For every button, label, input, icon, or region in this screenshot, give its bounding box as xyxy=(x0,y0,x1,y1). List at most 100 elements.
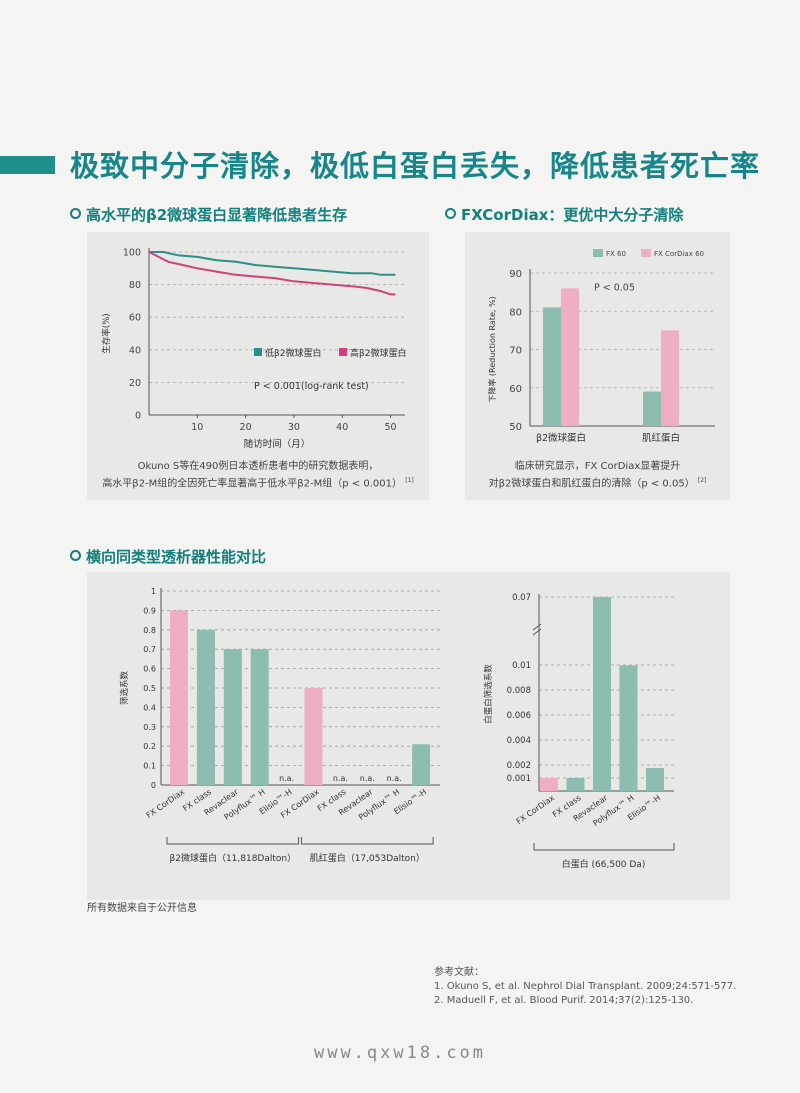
reduction-rate-bar-chart: 50 60 70 80 90 下降率 (Reduction Rate, %) β2微球蛋白 肌… xyxy=(487,249,715,444)
category-label: β2微球蛋白 xyxy=(536,432,586,444)
albumin-bar xyxy=(646,768,664,791)
group-bracket xyxy=(301,837,434,845)
legend-label: 高β2微球蛋白 xyxy=(350,347,406,359)
y-tick-label: 0.01 xyxy=(512,661,531,671)
section2-title-text: FXCorDiax：更优中大分子清除 xyxy=(461,206,684,224)
sieving-bar xyxy=(223,649,242,785)
x-tick-label: 20 xyxy=(240,422,252,433)
y-tick-label: 60 xyxy=(509,384,522,395)
section2-title: FXCorDiax：更优中大分子清除 xyxy=(445,204,683,225)
references-heading: 参考文献： xyxy=(434,967,484,978)
legend-swatch xyxy=(593,249,603,257)
legend-swatch xyxy=(339,348,347,356)
y-tick-label: 40 xyxy=(129,345,141,356)
bullet-circle-icon xyxy=(445,208,456,219)
na-label: n.a. xyxy=(387,774,402,783)
bar-fx60 xyxy=(643,391,661,426)
bullet-circle-icon xyxy=(70,208,81,219)
y-axis-label: 下降率 (Reduction Rate, %) xyxy=(487,296,497,402)
x-tick-label: 30 xyxy=(288,422,300,433)
legend-swatch xyxy=(641,249,651,257)
dialyzer-label: FX CorDiax xyxy=(515,793,557,826)
bar-fxcordiax60 xyxy=(561,288,579,426)
y-axis-label: 筛选系数 xyxy=(119,671,130,706)
bar-fxcordiax60 xyxy=(661,330,679,426)
y-tick-label: 0.006 xyxy=(507,711,531,721)
survival-line-chart: 0 20 40 60 80 100 10 20 30 40 50 随访时间（月） 生存率(%) 低β2微球… xyxy=(101,248,406,451)
watermark-text: www.qxw18.com xyxy=(313,1043,487,1063)
sieving-bar xyxy=(170,610,188,785)
sieving-bar xyxy=(304,688,323,785)
section1-caption-ref: [1] xyxy=(405,477,414,484)
pvalue-annotation: P < 0.05 xyxy=(594,282,635,293)
y-tick-label: 0.2 xyxy=(143,742,156,751)
y-tick-label: 0.3 xyxy=(143,723,156,732)
dialyzer-label: FX CorDiax xyxy=(145,787,187,820)
section1-title-text: 高水平的β2微球蛋白显著降低患者生存 xyxy=(86,206,348,224)
y-tick-label: 0.4 xyxy=(143,703,156,712)
data-source-note: 所有数据来自于公开信息 xyxy=(87,903,197,914)
section2-caption-ref: [2] xyxy=(697,477,707,484)
y-tick-label: 0.6 xyxy=(143,665,156,674)
section1-caption-line2: 高水平β2-M组的全因死亡率显著高于低水平β2-M组（p < 0.001） xyxy=(102,478,402,490)
albumin-bar xyxy=(593,597,611,791)
reference-item: 2. Maduell F, et al. Blood Purif. 2014;3… xyxy=(434,995,694,1006)
reduction-chart-panel: 50 60 70 80 90 下降率 (Reduction Rate, %) β2微球蛋白 肌… xyxy=(465,232,730,500)
bullet-circle-icon xyxy=(70,550,81,561)
sieving-bar xyxy=(250,649,269,785)
x-tick-label: 10 xyxy=(191,422,203,433)
legend-label: FX 60 xyxy=(606,250,626,258)
title-accent-bar xyxy=(0,156,55,174)
y-tick-label: 80 xyxy=(509,307,522,318)
section2-caption: 临床研究显示，FX CorDiax显著提升 对β2微球蛋白和肌红蛋白的清除（p … xyxy=(465,460,730,491)
legend-label: 低β2微球蛋白 xyxy=(265,347,321,359)
section2-caption-line1: 临床研究显示，FX CorDiax显著提升 xyxy=(514,461,681,472)
x-axis-label: 随访时间（月） xyxy=(244,438,311,450)
y-tick-label: 0.002 xyxy=(507,761,531,771)
y-axis-label: 白蛋白筛选系数 xyxy=(483,664,494,724)
x-tick-label: 40 xyxy=(336,422,348,433)
group-label: 肌红蛋白（17,053Dalton） xyxy=(310,852,425,864)
y-tick-label: 50 xyxy=(509,422,522,433)
bar-fx60 xyxy=(543,307,561,426)
na-label: n.a. xyxy=(279,774,294,783)
pvalue-annotation: P < 0.001(log-rank test) xyxy=(254,381,369,392)
sieving-bar xyxy=(412,744,431,785)
section3-title-text: 横向同类型透析器性能对比 xyxy=(86,548,267,566)
comparison-bar-charts: 0 0.1 0.2 0.3 0.4 0.5 0.6 0.7 0.8 0.9 1 筛选系数 FX CorD… xyxy=(119,587,675,870)
section2-caption-line2: 对β2微球蛋白和肌红蛋白的清除（p < 0.05） xyxy=(488,478,695,490)
y-tick-label: 0.1 xyxy=(143,762,156,771)
albumin-bar xyxy=(540,778,558,791)
y-tick-label: 0.7 xyxy=(143,645,156,654)
y-tick-label: 60 xyxy=(129,313,141,324)
y-tick-label: 100 xyxy=(123,248,141,259)
y-tick-label: 80 xyxy=(129,280,141,291)
section1-caption-line1: Okuno S等在490例日本透析患者中的研究数据表明， xyxy=(137,461,379,472)
na-label: n.a. xyxy=(333,774,348,783)
y-tick-label: 0.001 xyxy=(507,774,531,784)
albumin-bar xyxy=(566,778,585,791)
y-tick-label: 0 xyxy=(151,781,156,790)
low-b2m-survival-line xyxy=(149,251,396,276)
group-label: β2微球蛋白（11,818Dalton） xyxy=(169,852,296,864)
group-bracket xyxy=(533,843,675,851)
sieving-bar xyxy=(196,629,215,785)
y-tick-label: 0.004 xyxy=(507,736,531,746)
page-title: 极致中分子清除，极低白蛋白丢失，降低患者死亡率 xyxy=(70,149,761,183)
axis-break-icon xyxy=(532,623,542,636)
legend-label: FX CorDiax 60 xyxy=(654,250,704,258)
y-tick-label: 0 xyxy=(135,411,141,422)
category-label: 肌红蛋白 xyxy=(642,432,680,444)
na-label: n.a. xyxy=(360,774,375,783)
y-tick-label: 90 xyxy=(509,269,522,280)
section1-caption: Okuno S等在490例日本透析患者中的研究数据表明， 高水平β2-M组的全因… xyxy=(87,460,429,491)
group-label: 白蛋白 (66,500 Da) xyxy=(562,858,646,870)
y-axis-label: 生存率(%) xyxy=(101,313,112,353)
y-tick-label: 0.008 xyxy=(507,686,531,696)
y-tick-label: 0.07 xyxy=(512,593,531,603)
high-b2m-survival-line xyxy=(148,251,396,296)
x-tick-label: 50 xyxy=(384,422,396,433)
references: 参考文献： 1. Okuno S, et al. Nephrol Dial Tr… xyxy=(434,966,736,1008)
comparison-chart-panel: 0 0.1 0.2 0.3 0.4 0.5 0.6 0.7 0.8 0.9 1 筛选系数 FX CorD… xyxy=(87,572,730,900)
y-tick-label: 0.9 xyxy=(143,606,156,615)
